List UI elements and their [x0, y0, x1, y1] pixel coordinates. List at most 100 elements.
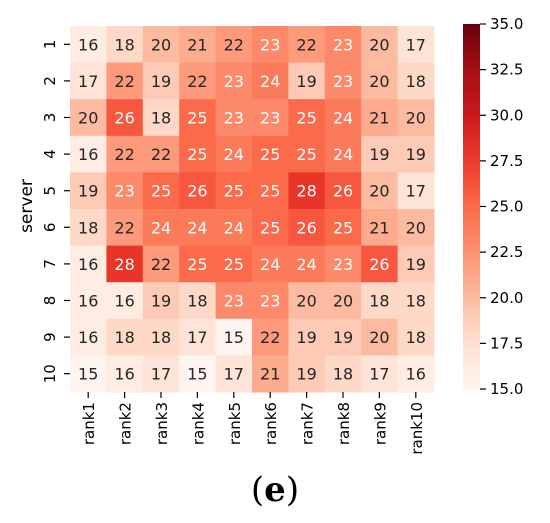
heatmap-cell	[361, 318, 399, 356]
heatmap-cell	[179, 26, 217, 64]
cell-value-label: 18	[151, 328, 171, 347]
heatmap-cell	[288, 135, 326, 173]
heatmap-cell	[288, 62, 326, 100]
heatmap-cell	[324, 282, 362, 320]
x-tick-label: rank7	[299, 402, 317, 445]
heatmap-cell	[106, 209, 144, 247]
heatmap-cell	[70, 209, 107, 247]
cell-value-label: 25	[260, 218, 280, 237]
heatmap-cell	[397, 209, 435, 247]
x-tick-label: rank6	[262, 402, 280, 445]
cell-value-label: 24	[224, 145, 244, 164]
cell-value-label: 23	[224, 292, 244, 311]
cell-value-label: 20	[406, 109, 426, 128]
cell-value-label: 22	[296, 35, 316, 54]
heatmap-cell	[397, 245, 435, 283]
cell-value-label: 23	[333, 255, 353, 274]
heatmap-cell	[252, 282, 289, 320]
heatmap-cell	[179, 135, 217, 173]
cell-value-label: 19	[78, 182, 98, 201]
heatmap-cell	[215, 99, 253, 137]
heatmap-cell	[252, 355, 289, 393]
heatmap-cell	[215, 355, 253, 393]
cell-value-label: 18	[406, 72, 426, 91]
cell-value-label: 28	[296, 182, 316, 201]
heatmap-cell-labels: 16 18 20 21 22 23 22 23 20 17 17 22 19 22 23 24 19 23 20 18…	[78, 35, 426, 383]
cell-value-label: 25	[224, 255, 244, 274]
cell-value-label: 22	[151, 255, 171, 274]
caption-close-paren: )	[285, 470, 300, 510]
y-tick-label: 5	[41, 186, 59, 196]
colorbar-tick-label: 32.5	[490, 61, 523, 79]
heatmap-cell	[179, 282, 217, 320]
cell-value-label: 26	[114, 109, 134, 128]
cell-value-label: 26	[369, 255, 389, 274]
heatmap-cell	[324, 26, 362, 64]
x-tick-label: rank5	[226, 402, 244, 445]
cell-value-label: 20	[296, 292, 316, 311]
heatmap-cell	[142, 62, 180, 100]
heatmap-cell	[215, 135, 253, 173]
heatmap-cell	[397, 135, 435, 173]
cell-value-label: 20	[406, 218, 426, 237]
heatmap-cell	[361, 355, 399, 393]
heatmap-cell	[142, 99, 180, 137]
y-tick-label: 7	[41, 259, 59, 269]
cell-value-label: 18	[151, 109, 171, 128]
cell-value-label: 25	[187, 145, 207, 164]
x-axis-ticks: rank1 rank2 rank3 rank4 rank5 rank6 rank7 rank8…	[80, 392, 426, 455]
cell-value-label: 20	[369, 35, 389, 54]
cell-value-label: 17	[151, 365, 171, 384]
heatmap-cell	[252, 26, 289, 64]
cell-value-label: 19	[151, 292, 171, 311]
cell-value-label: 16	[78, 328, 98, 347]
cell-value-label: 21	[260, 365, 280, 384]
heatmap-cell	[215, 245, 253, 283]
cell-value-label: 20	[369, 72, 389, 91]
heatmap-cell	[324, 99, 362, 137]
cell-value-label: 17	[369, 365, 389, 384]
heatmap-cell	[106, 282, 144, 320]
cell-value-label: 17	[187, 328, 207, 347]
cell-value-label: 18	[114, 328, 134, 347]
cell-value-label: 18	[333, 365, 353, 384]
cell-value-label: 16	[78, 292, 98, 311]
cell-value-label: 16	[78, 145, 98, 164]
colorbar-tick-label: 27.5	[490, 152, 523, 170]
heatmap-cell	[70, 282, 107, 320]
colorbar	[463, 24, 480, 389]
heatmap-cell	[142, 318, 180, 356]
cell-value-label: 23	[224, 72, 244, 91]
heatmap-cell	[142, 209, 180, 247]
y-tick-label: 1	[41, 40, 59, 50]
cell-value-label: 20	[333, 292, 353, 311]
heatmap-cell	[397, 99, 435, 137]
cell-value-label: 19	[296, 72, 316, 91]
cell-value-label: 19	[406, 255, 426, 274]
cell-value-label: 25	[151, 182, 171, 201]
heatmap-cell	[70, 99, 107, 137]
cell-value-label: 19	[406, 145, 426, 164]
caption-letter: e	[264, 470, 286, 510]
heatmap-cell	[215, 318, 253, 356]
y-tick-label: 6	[41, 223, 59, 233]
heatmap-cell	[288, 99, 326, 137]
heatmap-cell	[252, 245, 289, 283]
cell-value-label: 21	[369, 218, 389, 237]
heatmap-cell	[324, 209, 362, 247]
cell-value-label: 25	[224, 182, 244, 201]
cell-value-label: 22	[187, 72, 207, 91]
heatmap-cell	[70, 26, 107, 64]
cell-value-label: 26	[333, 182, 353, 201]
cell-value-label: 17	[406, 182, 426, 201]
cell-value-label: 15	[187, 365, 207, 384]
cell-value-label: 23	[260, 35, 280, 54]
heatmap-cell	[324, 245, 362, 283]
colorbar-tick-label: 22.5	[490, 243, 523, 261]
heatmap-cell	[70, 135, 107, 173]
heatmap-cell	[215, 209, 253, 247]
cell-value-label: 16	[78, 255, 98, 274]
cell-value-label: 24	[260, 255, 280, 274]
cell-value-label: 24	[151, 218, 171, 237]
